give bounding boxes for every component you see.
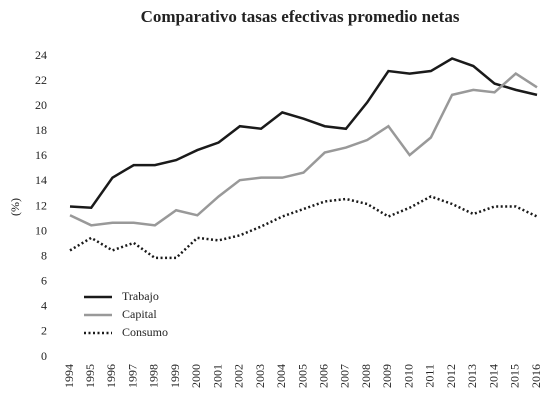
x-tick-label: 2013 bbox=[465, 364, 479, 388]
legend-label: Consumo bbox=[122, 325, 168, 339]
x-tick-label: 2006 bbox=[316, 364, 330, 388]
x-tick-label: 2007 bbox=[338, 364, 352, 388]
x-tick-label: 2005 bbox=[295, 364, 309, 388]
y-tick-label: 0 bbox=[41, 349, 47, 363]
x-tick-label: 2002 bbox=[232, 364, 246, 388]
y-tick-label: 12 bbox=[35, 198, 47, 212]
x-tick-label: 1996 bbox=[104, 364, 118, 388]
x-tick-label: 1997 bbox=[125, 364, 139, 388]
x-tick-label: 2016 bbox=[529, 364, 543, 388]
x-tick-label: 2010 bbox=[401, 364, 415, 388]
x-tick-label: 2012 bbox=[444, 364, 458, 388]
legend-label: Capital bbox=[122, 307, 157, 321]
series-line bbox=[69, 195, 538, 260]
x-tick-label: 2003 bbox=[253, 364, 267, 388]
chart-title: Comparativo tasas efectivas promedio net… bbox=[141, 7, 460, 26]
y-tick-label: 16 bbox=[35, 148, 47, 162]
series-line bbox=[69, 57, 538, 210]
y-axis-label: (%) bbox=[8, 198, 22, 216]
y-tick-label: 14 bbox=[35, 173, 47, 187]
y-tick-label: 2 bbox=[41, 324, 47, 338]
x-tick-label: 1998 bbox=[147, 364, 161, 388]
y-tick-label: 6 bbox=[41, 274, 47, 288]
y-tick-label: 22 bbox=[35, 73, 47, 87]
y-tick-label: 18 bbox=[35, 123, 47, 137]
x-tick-label: 2001 bbox=[210, 364, 224, 388]
x-tick-label: 2004 bbox=[274, 364, 288, 388]
series-line bbox=[69, 71, 538, 227]
y-tick-label: 24 bbox=[35, 48, 47, 62]
x-tick-label: 2015 bbox=[508, 364, 522, 388]
y-tick-label: 8 bbox=[41, 248, 47, 262]
legend-label: Trabajo bbox=[122, 289, 159, 303]
x-tick-label: 2009 bbox=[380, 364, 394, 388]
y-tick-label: 20 bbox=[35, 98, 47, 112]
y-tick-label: 10 bbox=[35, 223, 47, 237]
x-tick-label: 2000 bbox=[189, 364, 203, 388]
x-tick-label: 1999 bbox=[168, 364, 182, 388]
x-tick-label: 1994 bbox=[62, 364, 76, 388]
x-tick-label: 2011 bbox=[423, 364, 437, 388]
y-tick-label: 4 bbox=[41, 299, 47, 313]
x-tick-label: 2008 bbox=[359, 364, 373, 388]
x-tick-label: 1995 bbox=[83, 364, 97, 388]
x-tick-label: 2014 bbox=[486, 364, 500, 388]
